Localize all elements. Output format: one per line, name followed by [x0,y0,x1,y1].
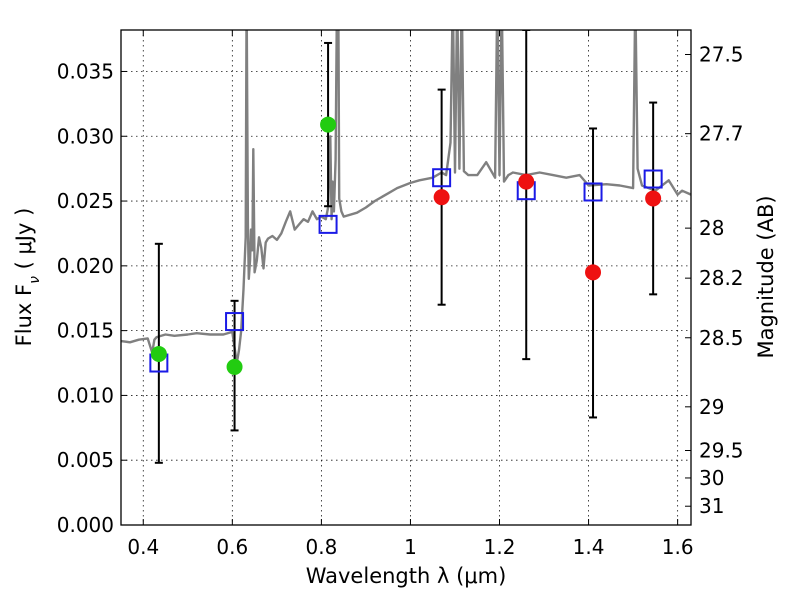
y-axis-label: Flux Fν ( μJy ) [12,208,43,347]
x-tick-label: 1.2 [484,535,516,559]
y2-tick-label: 29 [699,395,724,419]
y-tick-label: 0.005 [57,448,114,472]
y-tick-label: 0.030 [57,124,114,148]
plot-frame [120,29,692,526]
blue-square-marker [583,182,603,202]
y-axis-label-main: Flux F [12,284,36,346]
y-tick-label: 0.010 [57,383,114,407]
blue-square-marker [318,214,338,234]
green-circle-marker [150,345,167,362]
x-tick-label: 0.8 [305,535,337,559]
y2-axis-label: Magnitude (AB) [754,195,778,358]
y-tick-label: 0.020 [57,254,114,278]
blue-square-marker [225,312,245,332]
y2-tick-label: 28 [699,216,724,240]
x-tick-label: 1.4 [573,535,605,559]
y2-tick-label: 31 [699,494,724,518]
y2-tick-label: 29.5 [699,438,744,462]
y2-tick-label: 27.5 [699,42,744,66]
y-tick-label: 0.035 [57,59,114,83]
x-tick-label: 0.4 [127,535,159,559]
x-tick-label: 1.6 [662,535,694,559]
x-tick-label: 1 [404,535,417,559]
x-tick-label: 0.6 [216,535,248,559]
red-circle-marker [433,189,450,206]
grid [121,30,691,526]
plot-area [121,30,691,464]
y2-tick-label: 28.5 [699,326,744,350]
y-tick-label: 0.000 [57,513,114,537]
blue-square-marker [432,168,452,188]
blue-square-marker [643,169,663,189]
green-circle-marker [226,358,243,375]
red-circle-marker [585,264,602,281]
y2-tick-label: 28.2 [699,266,744,290]
spectrum-line [121,30,691,365]
x-axis-label: Wavelength λ (μm) [306,564,507,588]
axis-ticks: 0.4 0.6 0.8 1 1.2 1.4 1.6 0.000 0.005 0.010 0.015 0… [57,30,744,559]
y-axis-label-unit: ( μJy ) [12,208,36,276]
green-circle-marker [320,116,337,133]
y2-tick-label: 30 [699,466,724,490]
red-circle-marker [645,190,662,207]
y-axis-label-subscript: ν [27,276,43,284]
red-circle-marker [518,173,535,190]
y-tick-label: 0.025 [57,189,114,213]
y-tick-label: 0.015 [57,319,114,343]
y2-tick-label: 27.7 [699,122,744,146]
